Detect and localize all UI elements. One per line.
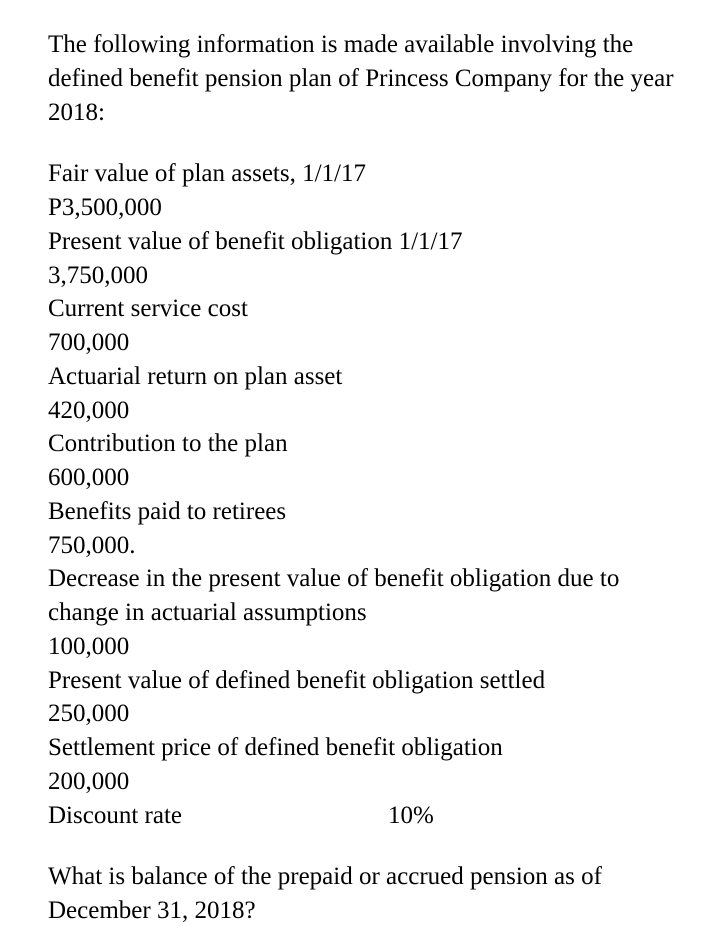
discount-rate-row: Discount rate 10%	[48, 799, 682, 833]
benefits-paid-amount: 750,000.	[48, 529, 682, 563]
contribution-amount: 600,000	[48, 461, 682, 495]
decrease-pv-label: Decrease in the present value of benefit…	[48, 562, 682, 630]
pv-settled-amount: 250,000	[48, 697, 682, 731]
actuarial-return-label: Actuarial return on plan asset	[48, 360, 682, 394]
benefits-paid-label: Benefits paid to retirees	[48, 495, 682, 529]
pv-obligation-amount: 3,750,000	[48, 259, 682, 293]
discount-rate-value: 10%	[388, 799, 434, 833]
discount-rate-label: Discount rate	[48, 799, 388, 833]
settlement-price-label: Settlement price of defined benefit obli…	[48, 731, 682, 765]
question-text: What is balance of the prepaid or accrue…	[48, 860, 682, 928]
decrease-pv-amount: 100,000	[48, 630, 682, 664]
fair-value-amount: P3,500,000	[48, 191, 682, 225]
service-cost-label: Current service cost	[48, 292, 682, 326]
settlement-price-amount: 200,000	[48, 765, 682, 799]
contribution-label: Contribution to the plan	[48, 427, 682, 461]
data-list: Fair value of plan assets, 1/1/17 P3,500…	[48, 157, 682, 832]
service-cost-amount: 700,000	[48, 326, 682, 360]
pv-settled-label: Present value of defined benefit obligat…	[48, 664, 682, 698]
fair-value-label: Fair value of plan assets, 1/1/17	[48, 157, 682, 191]
actuarial-return-amount: 420,000	[48, 394, 682, 428]
intro-paragraph: The following information is made availa…	[48, 28, 682, 129]
pv-obligation-label: Present value of benefit obligation 1/1/…	[48, 225, 682, 259]
